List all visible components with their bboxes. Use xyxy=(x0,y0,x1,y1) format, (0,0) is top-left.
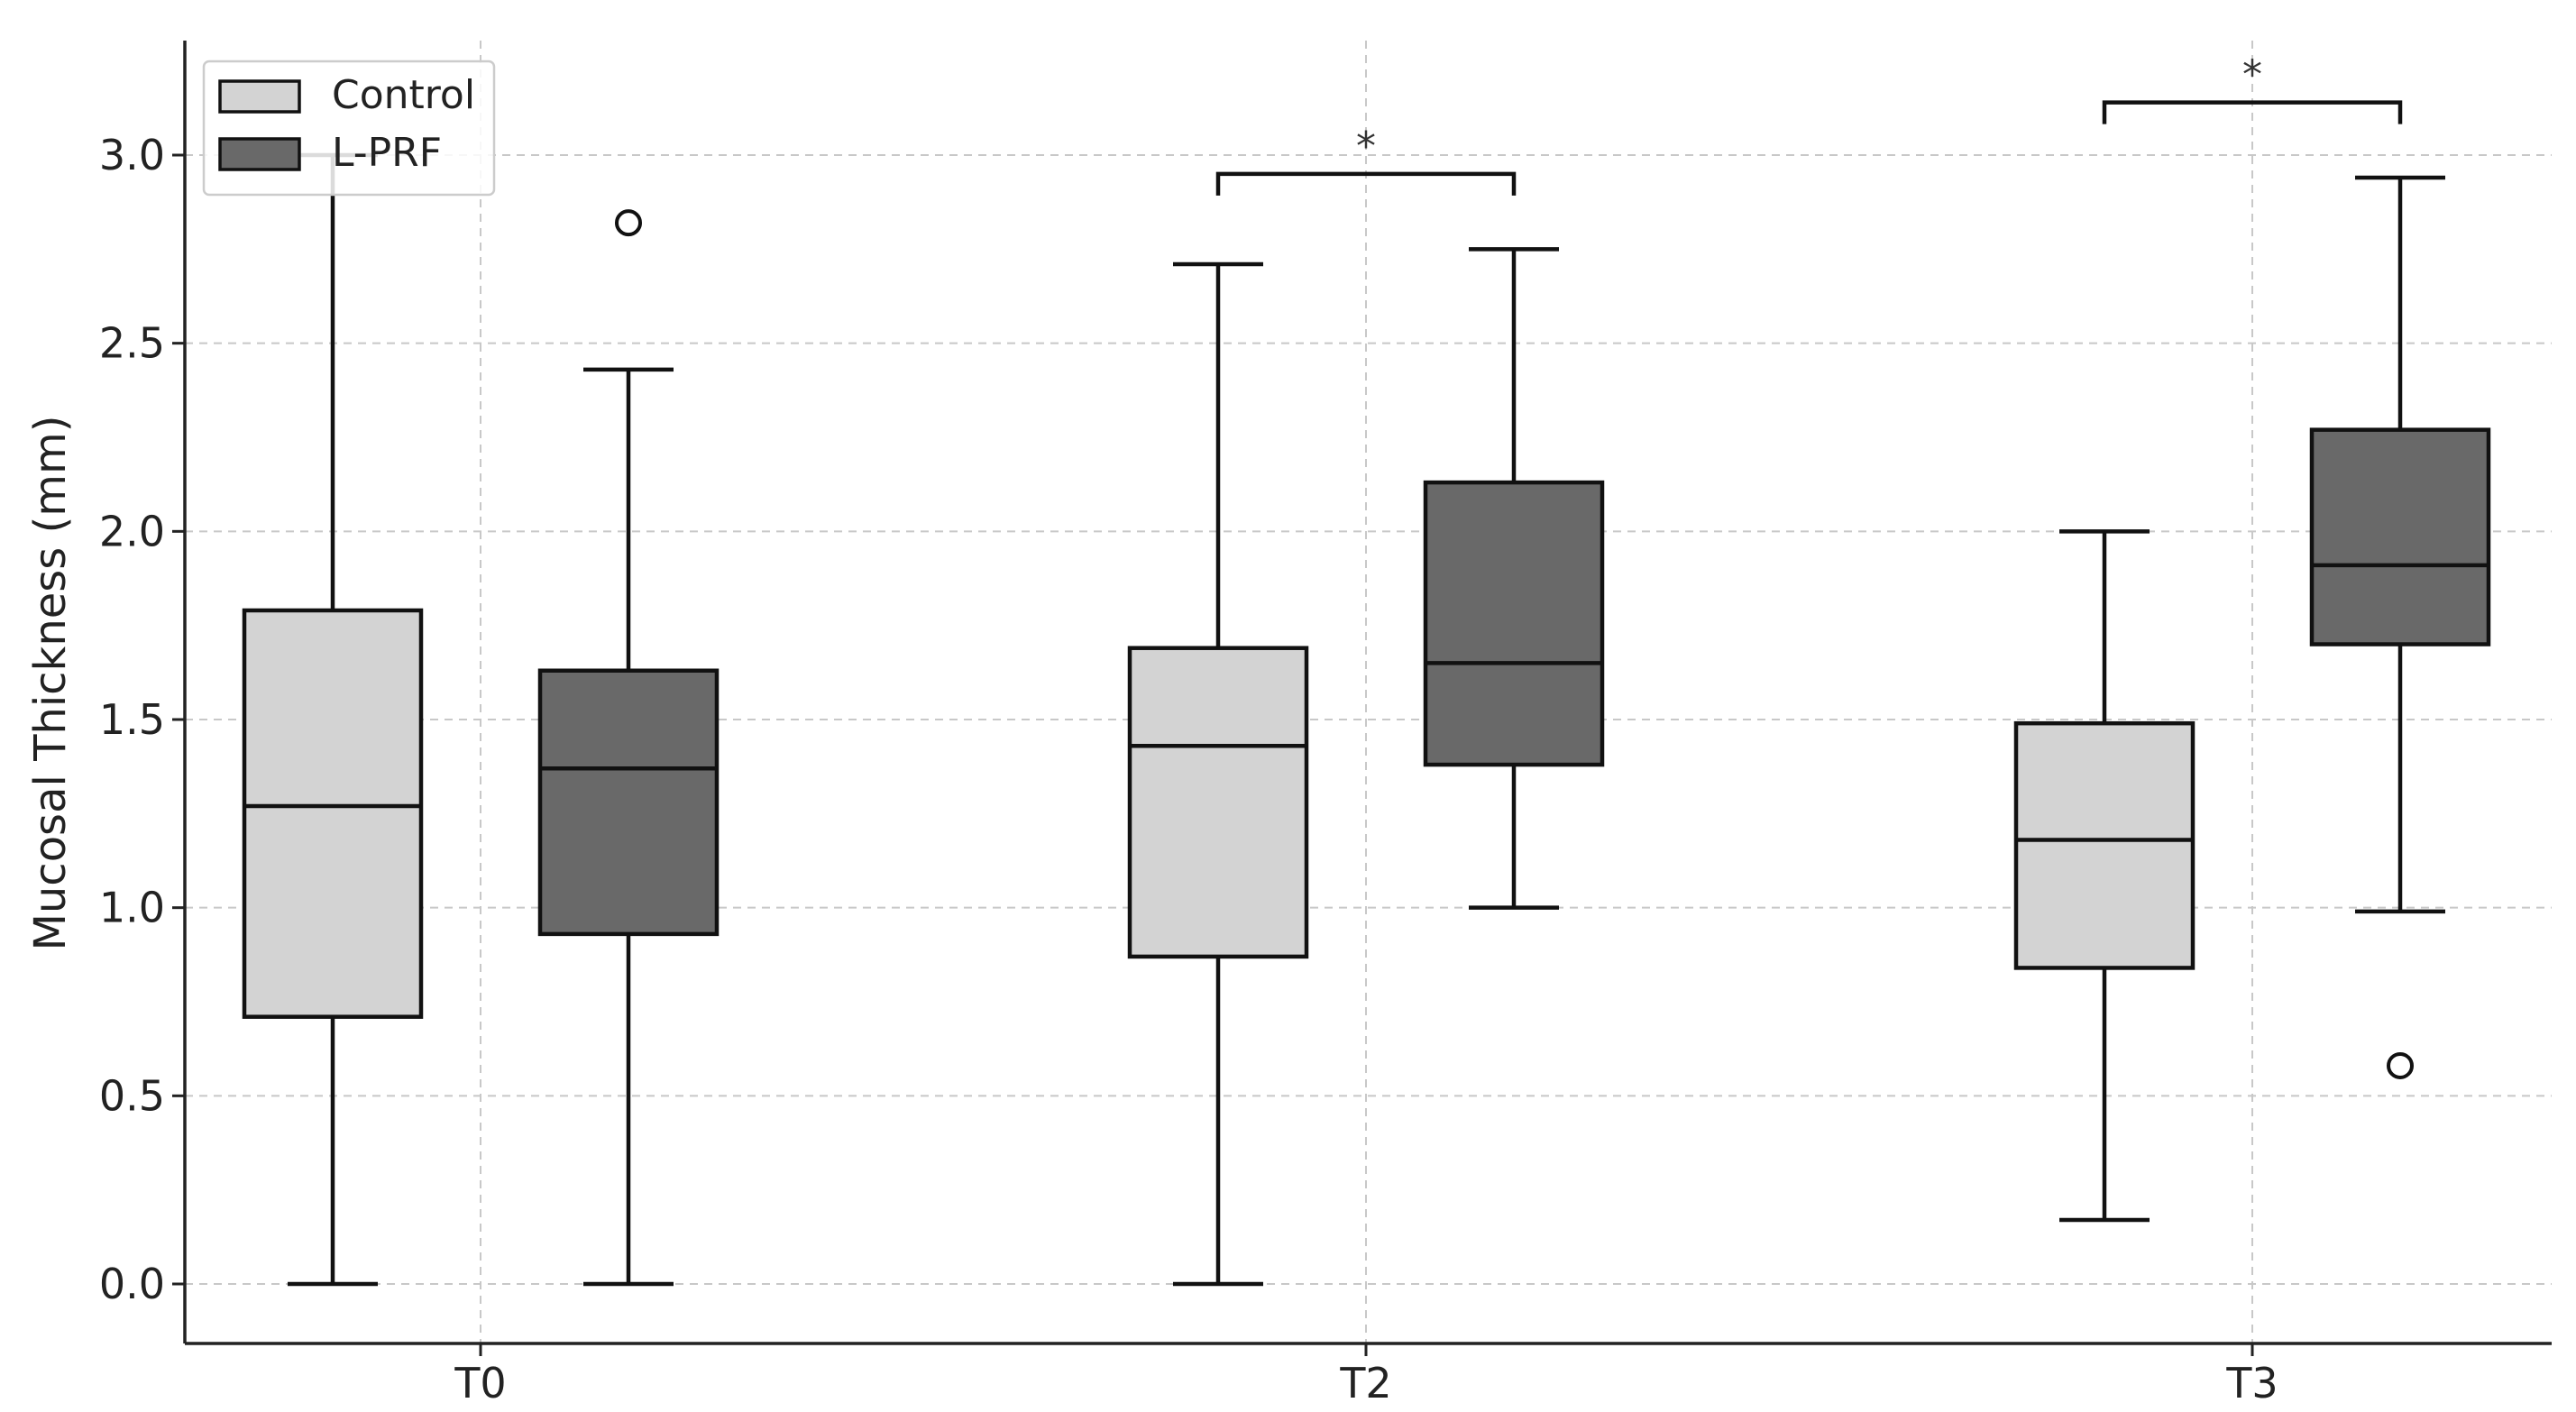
y-tick-label: 1.5 xyxy=(99,695,165,744)
significance-t3: * xyxy=(2102,52,2403,124)
box-rect xyxy=(1127,646,1309,959)
box-group-l-prf-t3 xyxy=(2309,175,2491,1079)
significance-star: * xyxy=(2242,52,2262,98)
box-rect xyxy=(2309,427,2491,646)
significance-star: * xyxy=(1356,124,1376,170)
legend-label: L-PRF xyxy=(332,130,442,176)
y-axis-title: Mucosal Thickness (mm) xyxy=(25,415,76,950)
box-layer xyxy=(242,152,2491,1287)
box-group-l-prf-t0 xyxy=(537,209,720,1287)
outlier-point xyxy=(615,209,642,237)
significance-layer: ** xyxy=(1215,52,2403,196)
x-tick-label-t3: T3 xyxy=(2225,1359,2278,1407)
axis-layer: 0.0 0.5 1.0 1.5 2.0 2.5 3.0 T0 T2 T3 xyxy=(99,41,2552,1407)
y-tick-label: 0.0 xyxy=(99,1260,165,1308)
legend-swatch xyxy=(218,137,301,171)
box-group-l-prf-t2 xyxy=(1423,247,1605,910)
legend-entry-control: Control xyxy=(218,72,475,118)
significance-bracket xyxy=(1215,171,1517,196)
box-group-control-t0 xyxy=(242,152,424,1287)
x-tick-label-t2: T2 xyxy=(1339,1359,1391,1407)
box-rect xyxy=(1423,480,1605,767)
y-tick-label: 1.0 xyxy=(99,884,165,932)
box-group-control-t2 xyxy=(1127,261,1309,1287)
box-rect xyxy=(242,608,424,1019)
significance-t2: * xyxy=(1215,124,1517,196)
x-tick-label-t0: T0 xyxy=(454,1359,506,1407)
y-tick-label: 3.0 xyxy=(99,131,165,179)
legend-entry-l-prf: L-PRF xyxy=(218,130,442,176)
y-tick-label: 2.0 xyxy=(99,507,165,555)
box-group-control-t3 xyxy=(2013,529,2196,1223)
legend-label: Control xyxy=(332,72,475,118)
legend-swatch xyxy=(218,79,301,114)
y-tick-label: 0.5 xyxy=(99,1071,165,1120)
outlier-point xyxy=(2387,1051,2414,1079)
box-rect xyxy=(537,668,720,937)
significance-bracket xyxy=(2102,100,2403,124)
box-rect xyxy=(2013,720,2196,970)
legend: Control L-PRF xyxy=(202,60,496,197)
y-tick-label: 2.5 xyxy=(99,319,165,368)
